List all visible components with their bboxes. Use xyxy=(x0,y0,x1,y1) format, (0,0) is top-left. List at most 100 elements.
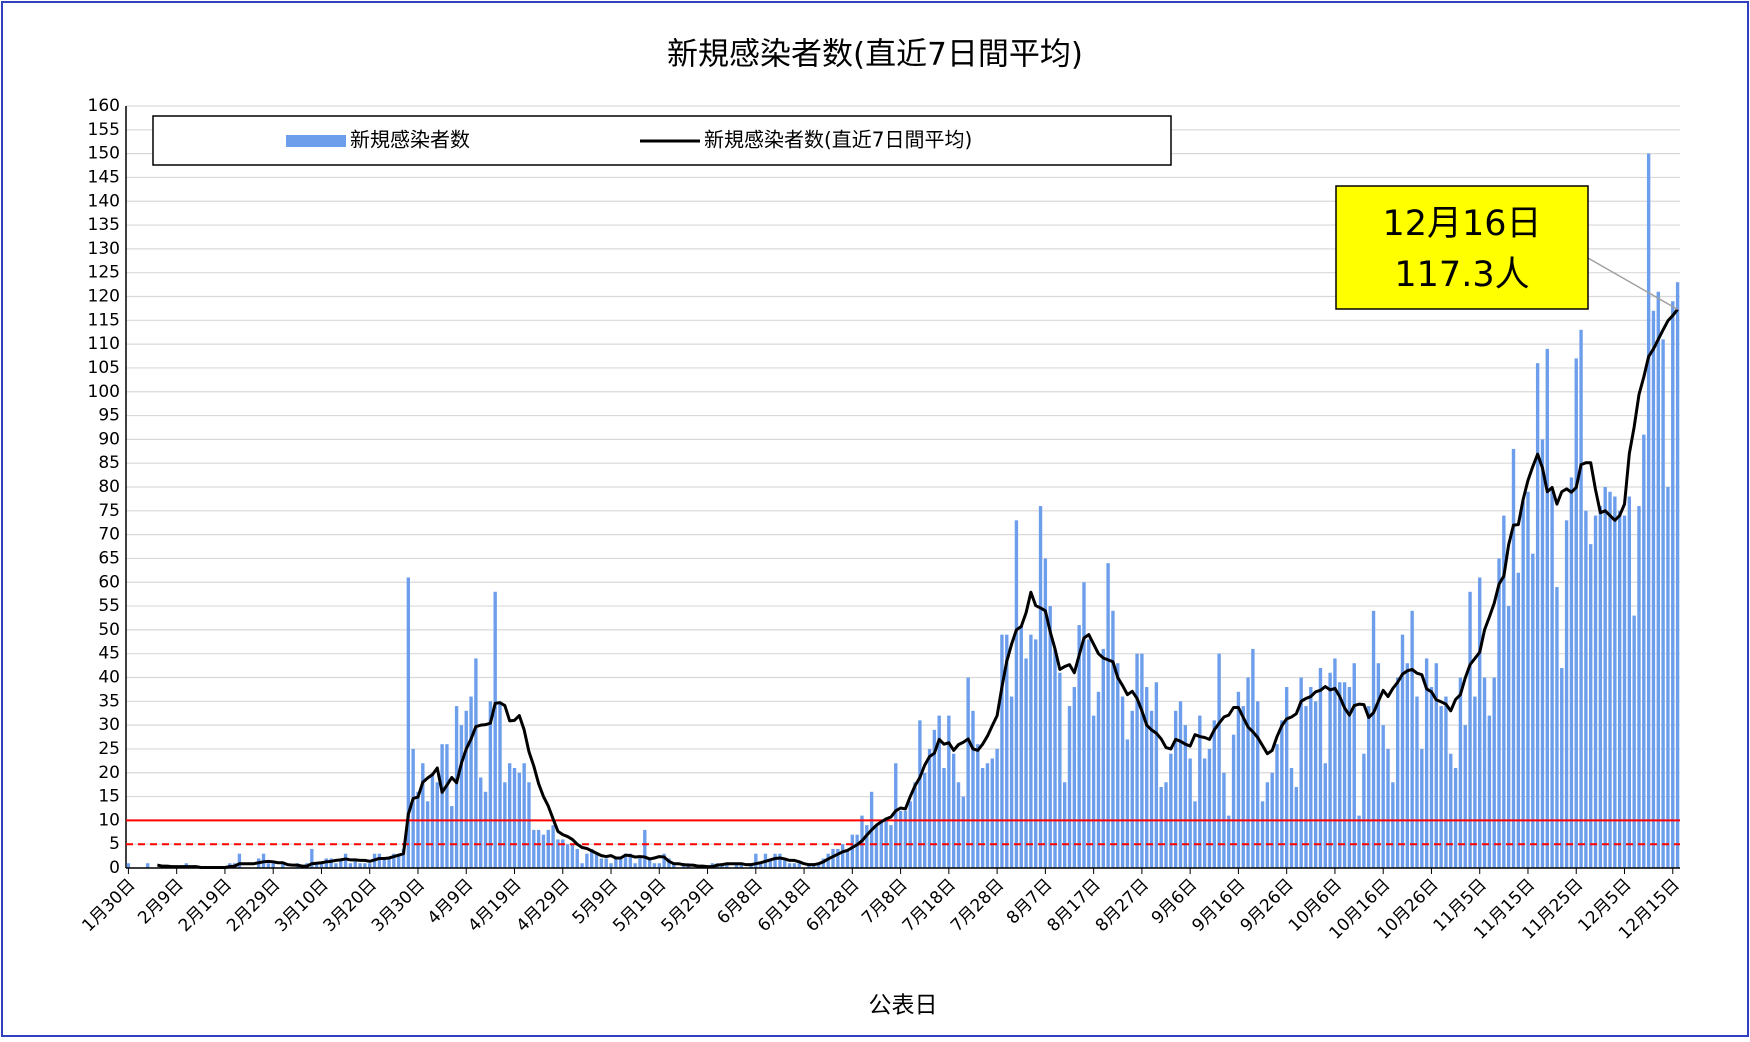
bar xyxy=(435,782,439,868)
bar xyxy=(493,591,497,868)
bar xyxy=(836,848,840,868)
bar xyxy=(546,829,550,868)
bar xyxy=(1458,677,1463,868)
bar xyxy=(1323,763,1327,868)
bar xyxy=(565,844,570,868)
bar xyxy=(1111,610,1115,868)
y-tick-label: 105 xyxy=(88,358,120,378)
bar xyxy=(1009,696,1014,868)
bar xyxy=(411,748,415,868)
bar xyxy=(1034,639,1038,868)
bar xyxy=(1125,739,1130,868)
y-tick-label: 120 xyxy=(88,287,120,307)
bar xyxy=(1526,491,1530,868)
bar xyxy=(845,848,850,868)
y-tick-label: 50 xyxy=(98,620,120,640)
bar xyxy=(1313,701,1318,868)
bar xyxy=(541,834,546,868)
y-tick-label: 15 xyxy=(98,787,120,807)
y-tick-label: 75 xyxy=(98,501,120,521)
y-tick-label: 85 xyxy=(98,453,120,473)
bar xyxy=(498,701,502,868)
bar xyxy=(464,710,468,868)
bar xyxy=(353,858,357,868)
bar xyxy=(580,863,584,868)
bar xyxy=(628,853,633,868)
annotation-text: 12月16日 xyxy=(1382,204,1541,244)
bar xyxy=(1256,701,1260,868)
bar xyxy=(1550,487,1554,868)
bar xyxy=(1048,606,1052,868)
bar xyxy=(319,863,324,868)
bar xyxy=(980,767,985,868)
bar xyxy=(459,725,464,868)
bar xyxy=(667,858,671,868)
bar xyxy=(725,863,729,868)
bar xyxy=(1352,663,1356,868)
bar xyxy=(488,701,493,868)
bar xyxy=(1058,672,1062,868)
bar xyxy=(1154,682,1159,868)
bar xyxy=(503,782,507,868)
bar xyxy=(652,863,657,868)
bar xyxy=(1506,606,1511,868)
y-tick-label: 160 xyxy=(88,96,120,116)
y-tick-label: 35 xyxy=(98,691,120,711)
bar xyxy=(1608,491,1612,868)
bar xyxy=(271,863,275,868)
bar xyxy=(995,748,999,868)
bar xyxy=(1511,448,1516,868)
bar xyxy=(1145,687,1149,868)
bar xyxy=(850,834,855,868)
bar xyxy=(1444,696,1448,868)
bar xyxy=(913,782,917,868)
bar xyxy=(1130,710,1134,868)
bar xyxy=(1478,577,1482,868)
bar xyxy=(898,810,903,868)
bar xyxy=(1347,687,1352,868)
bar xyxy=(1193,801,1197,868)
bar xyxy=(1671,301,1675,868)
bar xyxy=(1212,720,1216,868)
bar xyxy=(1275,744,1279,868)
bar xyxy=(903,810,908,868)
bar xyxy=(1632,615,1636,868)
bar xyxy=(1371,610,1376,868)
bar xyxy=(879,820,883,868)
bar xyxy=(1183,725,1188,868)
bar xyxy=(1062,782,1067,868)
bar xyxy=(339,858,343,868)
bar xyxy=(1367,706,1371,868)
bar xyxy=(1140,653,1144,868)
bar xyxy=(1077,625,1081,868)
bar xyxy=(1410,610,1414,868)
bar xyxy=(778,853,782,868)
bar xyxy=(1309,687,1313,868)
bar xyxy=(1617,510,1622,868)
bar xyxy=(1284,687,1289,868)
bar xyxy=(126,863,131,868)
bar xyxy=(594,853,599,868)
bar xyxy=(469,696,473,868)
bar xyxy=(1622,515,1627,868)
bar xyxy=(1381,725,1385,868)
bar xyxy=(768,858,772,868)
bar xyxy=(1019,625,1023,868)
y-tick-label: 30 xyxy=(98,715,120,735)
bar xyxy=(1540,439,1545,868)
bar xyxy=(479,777,483,868)
bar xyxy=(816,863,821,868)
bar xyxy=(1318,667,1323,868)
bar xyxy=(1579,329,1583,868)
bar xyxy=(1357,815,1361,868)
bar xyxy=(643,829,647,868)
bar xyxy=(1613,496,1617,868)
bar xyxy=(146,863,150,868)
bar xyxy=(1342,682,1347,868)
bar xyxy=(363,863,367,868)
bar xyxy=(1603,487,1607,868)
y-tick-label: 90 xyxy=(98,429,120,449)
bar xyxy=(1087,639,1091,868)
y-tick-label: 125 xyxy=(88,263,120,283)
